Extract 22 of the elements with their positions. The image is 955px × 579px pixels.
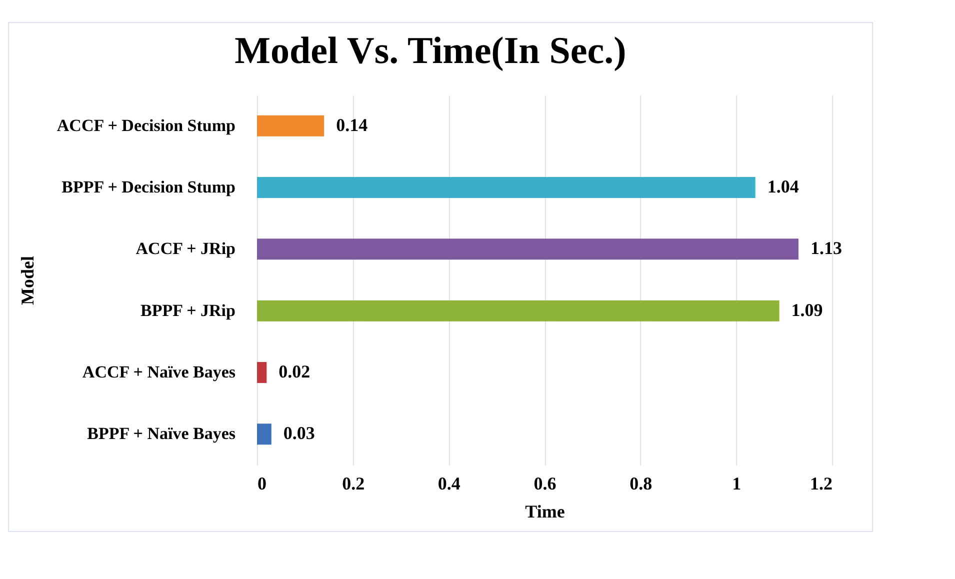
x-tick-label: 0.2 <box>342 474 365 494</box>
y-tick-label: ACCF + Decision Stump <box>56 116 236 135</box>
data-label: 1.13 <box>810 238 842 258</box>
data-label: 0.02 <box>278 362 310 382</box>
data-label: 0.03 <box>283 423 315 444</box>
data-label: 0.14 <box>336 114 368 135</box>
x-tick-label: 0.4 <box>438 474 460 494</box>
x-tick-label: 0.8 <box>630 474 652 494</box>
y-tick-label: ACCF + Naïve Bayes <box>82 362 236 382</box>
y-axis-title: Model <box>18 256 38 305</box>
y-tick-label: BPPF + Naïve Bayes <box>87 424 236 444</box>
y-tick-label: BPPF + JRip <box>140 300 236 320</box>
x-tick-label: 0.6 <box>534 474 556 494</box>
x-tick-label: 0 <box>258 474 266 494</box>
chart-title: Model Vs. Time(In Sec.) <box>234 30 626 72</box>
x-axis-title: Time <box>525 502 565 522</box>
data-label: 1.09 <box>791 300 823 320</box>
y-tick-label: ACCF + JRip <box>136 239 236 258</box>
x-tick-label: 1 <box>732 474 742 494</box>
x-tick-label: 1.2 <box>810 474 832 494</box>
y-tick-label: BPPF + Decision Stump <box>62 178 236 196</box>
data-label: 1.04 <box>767 176 799 196</box>
